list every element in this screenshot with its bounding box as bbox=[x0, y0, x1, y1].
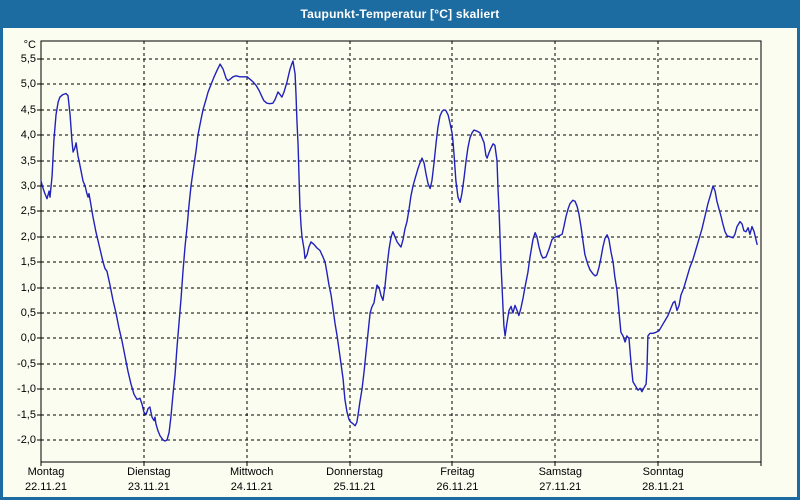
x-axis-day-label: Donnerstag bbox=[326, 466, 383, 478]
y-axis-tick-label: -2,0 bbox=[17, 434, 36, 446]
y-axis-unit-label: °C bbox=[23, 39, 36, 51]
y-axis-tick-label: 0,0 bbox=[20, 332, 36, 344]
y-axis-tick-label: 5,5 bbox=[20, 53, 36, 65]
y-axis-tick-label: 4,5 bbox=[20, 104, 36, 116]
titlebar: Taupunkt-Temperatur [°C] skaliert bbox=[0, 0, 800, 28]
x-axis-date-label: 27.11.21 bbox=[539, 481, 582, 493]
x-axis-date-label: 25.11.21 bbox=[333, 481, 376, 493]
x-axis-date-label: 26.11.21 bbox=[436, 481, 479, 493]
y-axis-tick-label: 2,5 bbox=[20, 205, 36, 217]
y-axis-tick-label: 3,0 bbox=[20, 180, 36, 192]
y-axis-tick-label: -1,0 bbox=[17, 383, 36, 395]
y-axis-tick-label: 1,0 bbox=[20, 282, 36, 294]
y-axis-tick-label: 4,0 bbox=[20, 129, 36, 141]
x-axis-date-label: 28.11.21 bbox=[642, 481, 685, 493]
x-axis-day-label: Mittwoch bbox=[230, 466, 274, 478]
x-axis-day-label: Sonntag bbox=[642, 466, 684, 478]
x-axis-day-label: Freitag bbox=[440, 466, 475, 478]
y-axis-tick-label: 1,5 bbox=[20, 256, 36, 268]
y-axis-tick-label: 5,0 bbox=[20, 78, 36, 90]
y-axis-tick-label: 0,5 bbox=[20, 307, 36, 319]
x-axis-date-label: 24.11.21 bbox=[230, 481, 273, 493]
window-border-bottom bbox=[0, 497, 800, 500]
x-axis-day-label: Dienstag bbox=[127, 466, 171, 478]
x-axis-day-label: Montag bbox=[27, 466, 65, 478]
y-axis-tick-label: -0,5 bbox=[17, 358, 36, 370]
y-axis-tick-label: 2,0 bbox=[20, 231, 36, 243]
window-border-right bbox=[797, 28, 800, 500]
window-title: Taupunkt-Temperatur [°C] skaliert bbox=[300, 7, 500, 21]
y-axis-tick-label: 3,5 bbox=[20, 155, 36, 167]
window-border-left bbox=[0, 28, 3, 500]
x-axis-day-label: Samstag bbox=[538, 466, 582, 478]
dewpoint-line bbox=[40, 60, 758, 442]
y-axis-tick-label: -1,5 bbox=[17, 409, 36, 421]
x-axis-date-label: 22.11.21 bbox=[24, 481, 67, 493]
plot-frame bbox=[40, 40, 762, 463]
x-axis-date-label: 23.11.21 bbox=[127, 481, 170, 493]
